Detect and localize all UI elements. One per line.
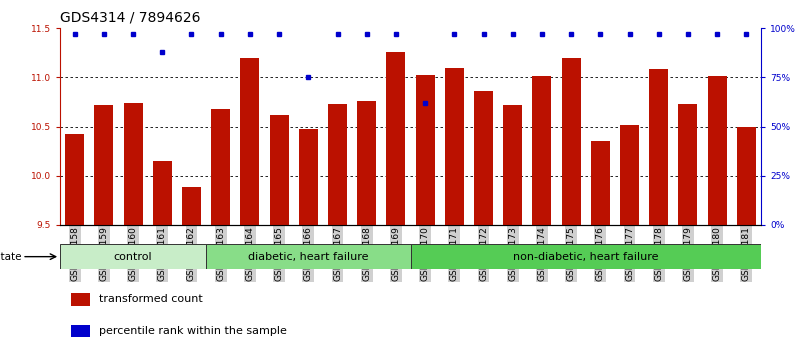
Bar [153, 161, 171, 354]
FancyBboxPatch shape [410, 244, 761, 269]
Bar [70, 325, 91, 337]
Bar [386, 52, 405, 354]
Bar [737, 127, 756, 354]
Text: control: control [114, 252, 152, 262]
FancyBboxPatch shape [206, 244, 410, 269]
Text: non-diabetic, heart failure: non-diabetic, heart failure [513, 252, 658, 262]
Bar [591, 141, 610, 354]
Bar [70, 293, 91, 306]
Bar [211, 109, 230, 354]
Bar [270, 115, 288, 354]
Bar [240, 58, 260, 354]
Bar [707, 76, 727, 354]
Text: percentile rank within the sample: percentile rank within the sample [99, 326, 287, 336]
Bar [328, 104, 347, 354]
Bar [182, 188, 201, 354]
Bar [357, 101, 376, 354]
Text: disease state: disease state [0, 252, 22, 262]
FancyBboxPatch shape [60, 244, 206, 269]
Bar [65, 135, 84, 354]
Bar [533, 76, 551, 354]
Text: transformed count: transformed count [99, 294, 203, 304]
Bar [503, 105, 522, 354]
Text: diabetic, heart failure: diabetic, heart failure [248, 252, 368, 262]
Bar [474, 91, 493, 354]
Bar [620, 125, 639, 354]
Text: GDS4314 / 7894626: GDS4314 / 7894626 [60, 10, 200, 24]
Bar [416, 75, 435, 354]
Bar [95, 105, 114, 354]
Bar [445, 68, 464, 354]
Bar [562, 58, 581, 354]
Bar [678, 104, 698, 354]
Bar [650, 69, 668, 354]
Bar [299, 129, 318, 354]
Bar [123, 103, 143, 354]
